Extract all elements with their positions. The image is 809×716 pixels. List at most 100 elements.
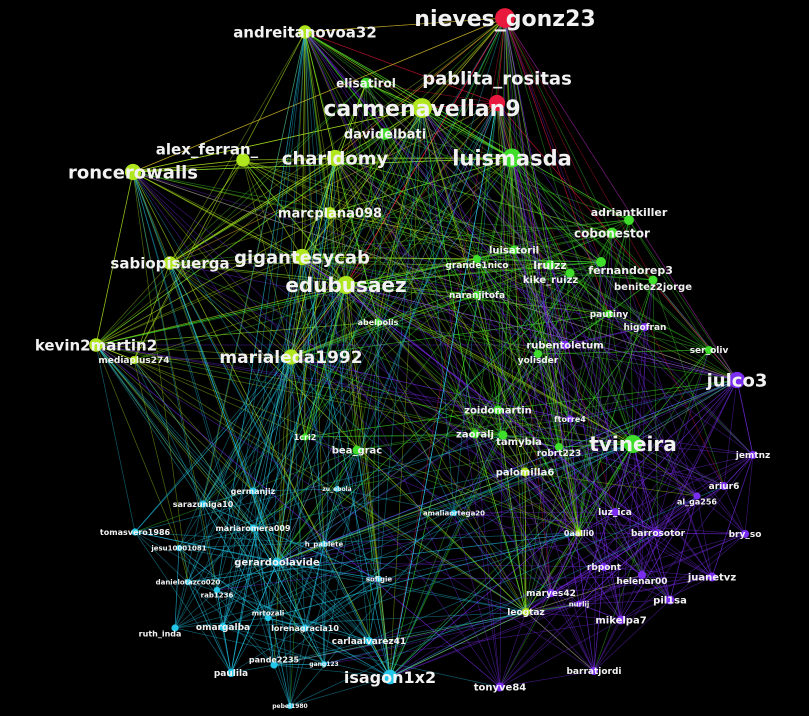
edge xyxy=(132,171,278,563)
node-mariaromera009[interactable] xyxy=(249,524,257,532)
node-mediaplus274[interactable] xyxy=(129,355,139,365)
node-amaliaortega20[interactable] xyxy=(450,509,458,517)
node-leogtaz[interactable] xyxy=(521,607,531,617)
node-zu_ebola[interactable] xyxy=(334,486,340,492)
edge xyxy=(304,409,499,438)
node-h_pablete[interactable] xyxy=(320,540,328,548)
node-roncerowalls[interactable] xyxy=(124,163,142,181)
node-robrt223[interactable] xyxy=(554,442,564,452)
node-marialeda1992[interactable] xyxy=(283,349,299,365)
node-isagon1x2[interactable] xyxy=(382,669,398,685)
node-tvineira[interactable] xyxy=(624,435,642,453)
node-cobonestor[interactable] xyxy=(606,227,618,239)
edge xyxy=(230,561,278,674)
node-mrtozali[interactable] xyxy=(264,614,272,622)
node-sarazuniga10[interactable] xyxy=(199,500,207,508)
node-julco3[interactable] xyxy=(728,371,746,389)
edge xyxy=(499,17,506,688)
node-omargalba[interactable] xyxy=(218,622,228,632)
edge xyxy=(502,434,560,448)
node-juanetvz[interactable] xyxy=(707,572,717,582)
node-palomilla6[interactable] xyxy=(520,467,530,477)
node-rbpont[interactable] xyxy=(599,562,609,572)
edge xyxy=(696,495,713,578)
node-kevin2martin2[interactable] xyxy=(89,338,103,352)
node-carlaalvarez41[interactable] xyxy=(364,636,374,646)
node-ser_oliv[interactable] xyxy=(704,345,714,355)
node-abelpolis[interactable] xyxy=(374,318,382,326)
node-lorenagracia10[interactable] xyxy=(301,624,309,632)
node-benitez2jorge[interactable] xyxy=(648,275,658,285)
node-pande2235[interactable] xyxy=(270,661,278,669)
node-naranjitofa[interactable] xyxy=(472,290,482,300)
node-barrosotor[interactable] xyxy=(653,528,663,538)
edge xyxy=(334,17,506,159)
node-helenar00[interactable] xyxy=(637,570,647,580)
node-marcplana098[interactable] xyxy=(324,207,336,219)
node-label: mikelpa7 xyxy=(595,616,646,627)
node-tamybla[interactable] xyxy=(498,430,508,440)
node-gigantesycab[interactable] xyxy=(293,248,311,266)
node-fernandorep3[interactable] xyxy=(596,257,606,267)
edge xyxy=(537,313,610,355)
node-yolisder[interactable] xyxy=(533,349,543,359)
node-germanjiz[interactable] xyxy=(249,487,257,495)
node-sofigie[interactable] xyxy=(375,575,383,583)
node-nieves_gonz23[interactable] xyxy=(495,8,515,28)
node-barratjordi[interactable] xyxy=(589,666,599,676)
node-luisatoril[interactable] xyxy=(509,245,519,255)
node-zaoralj[interactable] xyxy=(470,429,480,439)
edge xyxy=(276,261,602,563)
node-alex_ferran_[interactable] xyxy=(236,153,250,167)
edge xyxy=(345,261,602,286)
node-rab1236[interactable] xyxy=(213,586,221,594)
node-tomasvero1986[interactable] xyxy=(131,528,139,536)
node-charldomy[interactable] xyxy=(326,149,344,167)
node-grande1nico[interactable] xyxy=(472,254,482,264)
edge xyxy=(537,353,560,448)
node-gerardoolavide[interactable] xyxy=(272,557,282,567)
node-bry_so[interactable] xyxy=(740,529,750,539)
node-bea_grac[interactable] xyxy=(352,445,362,455)
node-luismasda[interactable] xyxy=(502,148,522,168)
node-ariur6[interactable] xyxy=(719,481,729,491)
edge xyxy=(476,258,539,355)
node-al_ga256[interactable] xyxy=(693,492,701,500)
node-mikelpa7[interactable] xyxy=(616,615,626,625)
node-pablita_rositas[interactable] xyxy=(488,94,506,112)
node-jemtnz[interactable] xyxy=(748,450,758,460)
node-pebel1980[interactable] xyxy=(287,703,293,709)
node-kike_ruizz[interactable] xyxy=(565,268,575,278)
node-davidelbati[interactable] xyxy=(379,128,391,140)
node-0aalli0[interactable] xyxy=(575,529,583,537)
node-pil1sa[interactable] xyxy=(665,595,675,605)
node-paulila[interactable] xyxy=(226,668,236,678)
node-gang123[interactable] xyxy=(321,661,327,667)
node-label: zu_ebola xyxy=(322,486,351,493)
labels-layer: nieves_gonz23 andreitanovoa32 elisatirol ca… xyxy=(35,7,770,710)
edge xyxy=(476,232,613,260)
node-ruth_inda[interactable] xyxy=(171,624,179,632)
node-adriantkiller[interactable] xyxy=(624,215,634,225)
node-lruizz[interactable] xyxy=(545,260,555,270)
edge xyxy=(377,261,602,323)
node-luz_ica[interactable] xyxy=(610,507,620,517)
node-1cri2[interactable] xyxy=(301,433,309,441)
node-pautiny[interactable] xyxy=(604,309,614,319)
node-tonyve84[interactable] xyxy=(495,682,505,692)
edge xyxy=(513,249,571,420)
node-rubentoletum[interactable] xyxy=(560,340,570,350)
node-danielotazco020[interactable] xyxy=(184,578,192,586)
node-maryes42[interactable] xyxy=(546,588,556,598)
node-sabiopisuerga[interactable] xyxy=(163,256,177,270)
node-carmenavellan9[interactable] xyxy=(412,98,432,118)
edge xyxy=(513,249,526,473)
node-ftorre4[interactable] xyxy=(566,415,574,423)
node-andreitanovoa32[interactable] xyxy=(298,25,312,39)
node-jesu10001081[interactable] xyxy=(175,544,183,552)
node-edubusaez[interactable] xyxy=(337,276,355,294)
node-elisatirol[interactable] xyxy=(360,77,372,89)
node-zoidomartin[interactable] xyxy=(493,405,503,415)
node-higofran[interactable] xyxy=(640,322,650,332)
node-nurlij[interactable] xyxy=(575,600,583,608)
